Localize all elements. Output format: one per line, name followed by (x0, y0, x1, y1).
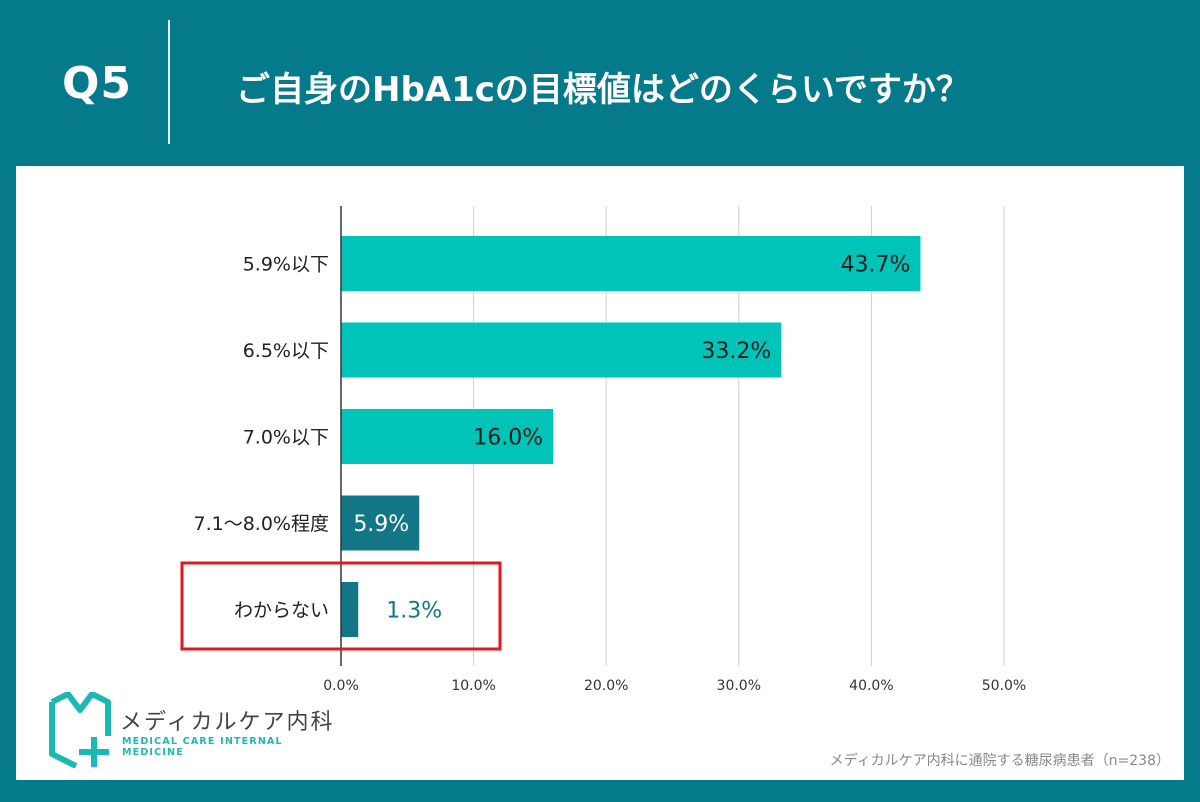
data-label: 5.9% (353, 512, 409, 537)
bar (341, 236, 921, 291)
highlight-box (180, 561, 502, 651)
x-tick-label: 0.0% (323, 678, 359, 694)
brand-subtitle: MEDICAL CARE INTERNAL MEDICINE (122, 736, 283, 758)
x-tick-label: 40.0% (849, 678, 893, 694)
brand-block: メディカルケア内科 MEDICAL CARE INTERNAL MEDICINE (48, 692, 348, 768)
bar (341, 495, 420, 551)
data-label: 1.3% (386, 599, 442, 624)
x-tick-label: 20.0% (584, 678, 628, 694)
chart-panel: 0.0% 10.0% 20.0% 30.0% 40.0% 50.0% 5.9%以下 43.7%… (16, 166, 1184, 780)
data-label: 33.2% (701, 339, 771, 364)
sample-footnote: メディカルケア内科に通院する糖尿病患者（n=238） (829, 753, 1170, 769)
header-divider (168, 20, 170, 144)
x-tick-label: 30.0% (717, 678, 761, 694)
medical-care-logo-icon (49, 692, 111, 768)
question-header: Q5 ご自身のHbA1cの目標値はどのくらいですか？ (0, 0, 1200, 165)
category-label: 7.0%以下 (243, 427, 329, 449)
question-title: ご自身のHbA1cの目標値はどのくらいですか？ (236, 70, 970, 110)
category-label: 7.1〜8.0%程度 (194, 513, 330, 535)
data-label: 43.7% (841, 253, 911, 278)
category-label: 5.9%以下 (243, 254, 329, 276)
question-number: Q5 (62, 58, 133, 109)
bar-chart: 0.0% 10.0% 20.0% 30.0% 40.0% 50.0% 5.9%以下 43.7%… (180, 206, 1026, 694)
x-tick-label: 10.0% (451, 678, 495, 694)
x-tick-label: 50.0% (982, 678, 1026, 694)
brand-name: メディカルケア内科 (120, 710, 335, 735)
category-label: わからない (234, 600, 329, 622)
bar (341, 322, 782, 378)
category-label: 6.5%以下 (243, 340, 329, 362)
bar (341, 582, 359, 637)
data-label: 16.0% (473, 426, 543, 451)
bar (341, 409, 554, 464)
